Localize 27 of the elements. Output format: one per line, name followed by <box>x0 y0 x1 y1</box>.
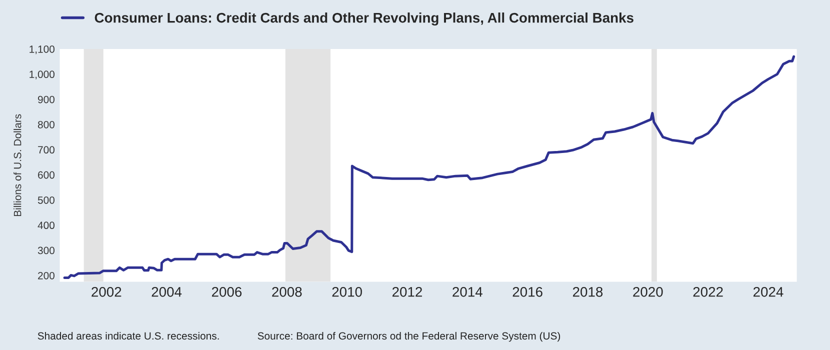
y-tick-label: 1,100 <box>30 46 54 54</box>
x-tick-label: 2020 <box>633 286 663 297</box>
x-tick-label: 2010 <box>332 286 362 297</box>
x-tick-label: 2014 <box>452 286 482 297</box>
legend-label: Consumer Loans: Credit Cards and Other Revolving Plans, All Commercial Banks <box>94 12 634 26</box>
y-tick-label: 300 <box>38 246 54 254</box>
y-tick-label: 600 <box>38 171 54 179</box>
y-tick-label: 1,000 <box>30 70 54 80</box>
y-tick-label: 500 <box>38 196 54 204</box>
source-note: Source: Board of Governors od the Federal Reserve System (US) <box>258 332 560 342</box>
text: Shaded areas indicate U.S. recessions. <box>38 332 219 340</box>
x-tick-label: 2006 <box>212 286 242 297</box>
x-tick-label: 2022 <box>693 286 723 297</box>
y-tick-label: 400 <box>38 222 54 230</box>
x-tick-label: 2024 <box>753 286 784 297</box>
x-tick-label: 2008 <box>272 286 302 297</box>
y-tick-label: 800 <box>38 120 54 128</box>
line-series <box>63 55 796 279</box>
y-tick-label: 900 <box>38 96 54 104</box>
y-tick-label: 700 <box>38 146 54 154</box>
y-axis-title: Billions of U.S. Dollars <box>14 114 22 216</box>
x-tick-label: 2002 <box>92 286 122 297</box>
x-tick-label: 2018 <box>572 286 603 297</box>
x-tick-label: 2004 <box>152 286 182 297</box>
x-tick-label: 2016 <box>512 286 542 297</box>
y-tick-label: 200 <box>38 272 54 280</box>
x-tick-label: 2012 <box>392 286 422 297</box>
